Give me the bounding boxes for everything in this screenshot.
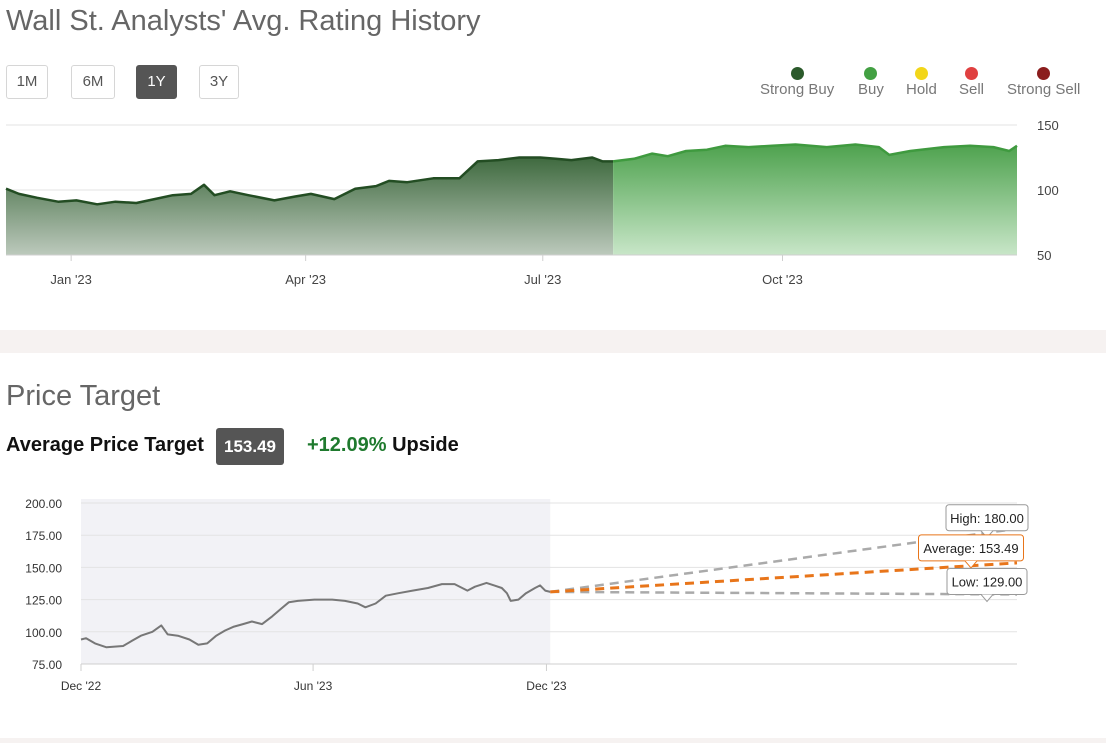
y-tick-label: 150 xyxy=(1037,118,1059,133)
x-tick-label: Dec '22 xyxy=(61,679,102,693)
legend-item-hold[interactable]: Hold xyxy=(906,67,937,98)
legend-item-buy[interactable]: Buy xyxy=(858,67,884,98)
upside-text: +12.09% Upside xyxy=(307,434,459,457)
average-tooltip-label: Average: 153.49 xyxy=(923,541,1018,556)
y-tick-label: 150.00 xyxy=(25,561,62,575)
area-strong-buy xyxy=(6,157,614,255)
low-tooltip: Low: 129.00 xyxy=(946,567,1028,603)
range-button-1m[interactable]: 1M xyxy=(6,65,48,99)
low-target-line xyxy=(550,590,1018,596)
average-price-target-label: Average Price Target xyxy=(6,434,204,456)
y-tick-label: 175.00 xyxy=(25,529,62,543)
legend-label: Strong Sell xyxy=(1007,81,1081,98)
average-price-target-badge: 153.49 xyxy=(216,428,284,465)
range-button-3y[interactable]: 3Y xyxy=(199,65,239,99)
rating-history-chart: 50 100 150 Jan '23 Apr '23 Jul '23 Oct '23 xyxy=(5,118,1059,287)
legend-label: Buy xyxy=(858,81,884,98)
legend-dot-strong-sell xyxy=(1037,67,1051,80)
bottom-divider xyxy=(0,738,1106,743)
legend-dot-buy xyxy=(864,67,878,80)
y-tick-label: 100 xyxy=(1037,183,1059,198)
legend-dot-hold xyxy=(914,67,928,80)
line-strong-buy xyxy=(5,156,614,206)
line-buy xyxy=(612,143,1018,163)
x-tick-label: Dec '23 xyxy=(526,679,567,693)
average-tooltip: Average: 153.49 xyxy=(918,534,1024,569)
y-tick-label: 125.00 xyxy=(25,594,62,608)
legend-label: Strong Buy xyxy=(760,81,835,98)
high-tooltip: High: 180.00 xyxy=(945,504,1029,539)
legend-label: Sell xyxy=(959,81,985,98)
low-tooltip-label: Low: 129.00 xyxy=(952,574,1023,589)
price-history-line xyxy=(80,581,551,649)
legend-label: Hold xyxy=(906,81,937,98)
legend-item-strong-sell[interactable]: Strong Sell xyxy=(1007,67,1080,98)
range-button-1y[interactable]: 1Y xyxy=(136,65,177,99)
section-divider xyxy=(0,330,1106,353)
legend-dot-sell xyxy=(965,67,978,80)
history-shading xyxy=(81,499,551,664)
x-tick-label: Jul '23 xyxy=(524,272,561,287)
x-tick-label: Apr '23 xyxy=(285,272,326,287)
x-tick-label: Jun '23 xyxy=(294,679,333,693)
y-tick-label: 100.00 xyxy=(25,626,62,640)
price-target-chart: 75.00 100.00 125.00 150.00 175.00 200.00 Dec '… xyxy=(25,497,1029,693)
legend-dot-strong-buy xyxy=(790,67,804,80)
average-tooltip-pointer xyxy=(964,560,978,569)
legend-item-sell[interactable]: Sell xyxy=(959,67,984,98)
price-target-title: Price Target xyxy=(6,380,161,412)
x-tick-label: Oct '23 xyxy=(762,272,803,287)
high-tooltip-label: High: 180.00 xyxy=(950,511,1024,526)
area-buy xyxy=(613,144,1017,255)
y-tick-label: 200.00 xyxy=(25,497,62,511)
low-tooltip-pointer xyxy=(980,594,994,603)
legend-item-strong-buy[interactable]: Strong Buy xyxy=(760,67,834,98)
rating-legend: Strong Buy Buy Hold Sell Strong Sell xyxy=(748,67,1098,107)
y-tick-label: 50 xyxy=(1037,248,1051,263)
y-tick-label: 75.00 xyxy=(32,658,62,672)
average-price-target-row: Average Price Target 153.49 +12.09% Upsi… xyxy=(6,428,606,466)
x-tick-label: Jan '23 xyxy=(50,272,92,287)
range-button-6m[interactable]: 6M xyxy=(71,65,115,99)
upside-percent: +12.09% xyxy=(307,434,387,456)
upside-word: Upside xyxy=(392,434,459,456)
average-target-line xyxy=(550,561,1018,594)
rating-history-title: Wall St. Analysts' Avg. Rating History xyxy=(6,5,481,37)
